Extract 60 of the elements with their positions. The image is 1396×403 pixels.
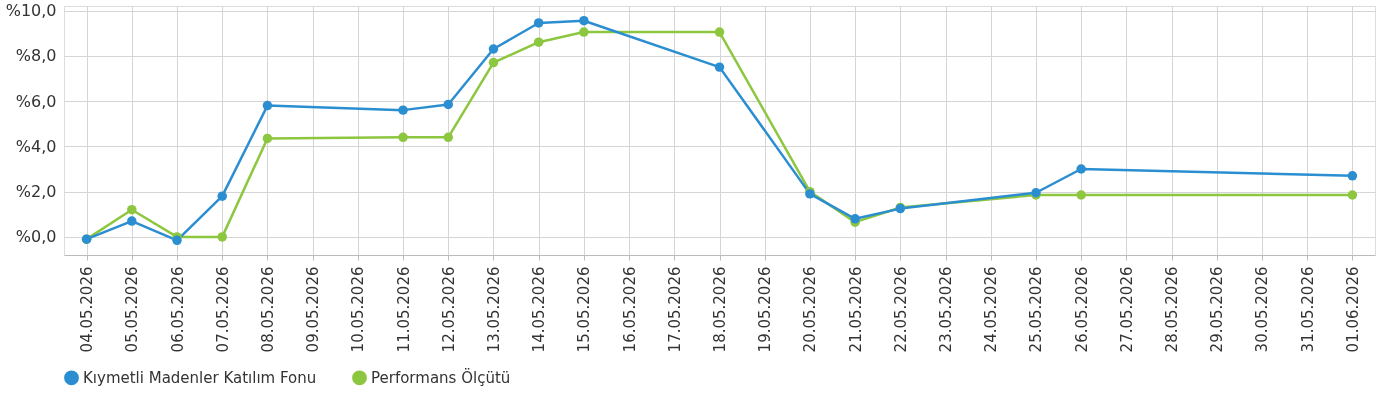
x-tick-label: 17.05.2026 (665, 266, 684, 353)
point (127, 204, 137, 215)
x-tick-label: 11.05.2026 (394, 266, 413, 353)
y-tick-label: %2,0 (15, 182, 57, 202)
x-tick-label: 06.05.2026 (168, 266, 187, 353)
y-tick-label: %6,0 (15, 91, 57, 111)
x-tick-label: 31.05.2026 (1298, 266, 1317, 353)
point (262, 133, 273, 144)
x-tick-label: 25.05.2026 (1027, 266, 1046, 353)
y-tick-label: %0,0 (15, 227, 57, 247)
point (714, 62, 725, 72)
point (1076, 164, 1086, 174)
point (217, 191, 227, 201)
x-tick-label: 22.05.2026 (891, 266, 910, 353)
x-tick-label: 10.05.2026 (349, 266, 368, 353)
point (217, 232, 227, 242)
legend-label: Kıymetli Madenler Katılım Fonu (83, 368, 317, 387)
y-tick-label: %4,0 (15, 136, 57, 156)
x-tick-label: 18.05.2026 (711, 266, 729, 353)
x-tick-label: 05.05.2026 (123, 266, 142, 353)
x-tick-label: 24.05.2026 (982, 266, 1001, 353)
point (488, 57, 499, 68)
x-tick-label: 08.05.2026 (258, 266, 277, 353)
x-tick-label: 21.05.2026 (846, 266, 865, 353)
point (1347, 171, 1358, 181)
x-tick-label: 14.05.2026 (530, 266, 549, 353)
point (172, 235, 182, 246)
point (262, 100, 273, 111)
point (398, 132, 408, 143)
point (533, 18, 544, 28)
x-tick-label: 19.05.2026 (756, 266, 775, 353)
x-tick-label: 26.05.2026 (1072, 266, 1091, 353)
x-tick-label: 12.05.2026 (439, 266, 458, 353)
point (127, 216, 137, 226)
x-tick-label: 13.05.2026 (484, 266, 503, 353)
x-tick-label: 09.05.2026 (304, 266, 323, 353)
point (1347, 190, 1358, 200)
x-tick-label: 20.05.2026 (801, 266, 820, 353)
point (579, 15, 589, 26)
point (1076, 190, 1086, 200)
x-tick-label: 23.05.2026 (937, 266, 956, 353)
x-tick-label: 15.05.2026 (575, 266, 594, 353)
point (398, 105, 408, 115)
y-tick-label: %10,0 (5, 1, 57, 21)
x-tick-label: 27.05.2026 (1117, 266, 1136, 353)
point (533, 37, 544, 47)
x-tick-label: 01.06.2026 (1343, 266, 1362, 353)
point (443, 132, 453, 143)
x-tick-label: 30.05.2026 (1253, 266, 1272, 353)
legend-label: Performans Ölçütü (371, 367, 511, 387)
x-tick-label: 04.05.2026 (78, 266, 97, 353)
x-tick-label: 07.05.2026 (213, 266, 232, 353)
point (443, 99, 453, 110)
point (714, 27, 725, 37)
y-tick-label: %8,0 (15, 46, 57, 66)
x-tick-label: 16.05.2026 (620, 266, 639, 353)
point (579, 27, 589, 37)
x-tick-label: 28.05.2026 (1163, 266, 1182, 353)
point (488, 44, 499, 54)
x-tick-label: 29.05.2026 (1208, 266, 1227, 353)
